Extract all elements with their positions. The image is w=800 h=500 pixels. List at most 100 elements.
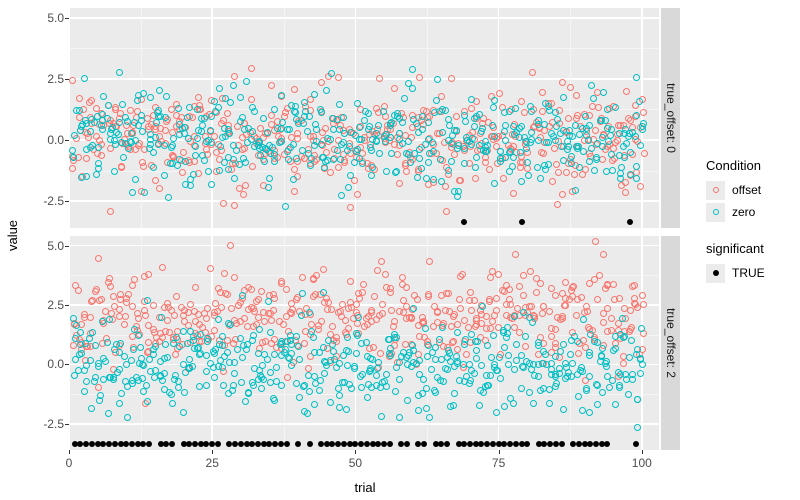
data-point <box>392 388 399 396</box>
data-point <box>201 309 209 317</box>
data-point <box>619 315 627 323</box>
data-point <box>300 154 308 162</box>
data-point <box>633 175 641 183</box>
data-point <box>586 349 594 357</box>
data-point <box>342 316 350 324</box>
data-point <box>230 201 238 209</box>
data-point <box>231 369 239 377</box>
data-point <box>627 170 635 178</box>
data-point <box>259 134 267 142</box>
data-point <box>510 154 518 162</box>
data-point <box>422 404 430 412</box>
data-point <box>606 384 613 392</box>
data-point <box>339 301 347 308</box>
y-tick-label: 2.5 <box>47 297 64 312</box>
data-point <box>461 160 469 168</box>
data-point <box>600 89 608 97</box>
legend-item-offset[interactable]: offset <box>706 179 798 201</box>
data-point <box>193 134 201 142</box>
data-point <box>637 324 645 332</box>
data-point <box>609 167 617 175</box>
data-point <box>230 274 238 282</box>
data-point <box>396 376 404 384</box>
significance-marker <box>547 441 554 448</box>
data-point <box>402 284 410 292</box>
significance-marker <box>157 441 164 448</box>
significance-marker <box>472 441 479 448</box>
data-point <box>347 171 355 179</box>
data-point <box>462 372 470 380</box>
data-point <box>200 114 208 122</box>
data-point <box>639 301 647 309</box>
data-point <box>230 73 238 80</box>
data-point <box>95 254 103 262</box>
data-point <box>581 376 589 384</box>
data-point <box>501 122 509 130</box>
data-point <box>83 378 91 386</box>
data-point <box>384 336 392 344</box>
data-point <box>322 87 330 95</box>
data-point <box>382 167 390 175</box>
data-point <box>152 342 160 350</box>
data-point <box>552 123 560 131</box>
data-point <box>75 106 83 114</box>
data-point <box>238 291 246 299</box>
data-point <box>266 368 274 376</box>
data-point <box>345 347 353 355</box>
x-tick-label: 50 <box>348 456 363 470</box>
data-point <box>439 378 447 386</box>
data-point <box>264 355 272 363</box>
data-point <box>198 127 206 135</box>
data-point <box>258 384 266 392</box>
legend-item-zero[interactable]: zero <box>706 201 798 223</box>
data-point <box>80 387 88 395</box>
data-point <box>173 334 181 342</box>
data-point <box>138 128 146 136</box>
data-point <box>460 316 468 324</box>
data-point <box>418 125 426 133</box>
data-point <box>347 203 355 211</box>
data-point <box>288 362 296 370</box>
data-point <box>419 389 427 397</box>
data-point <box>239 191 247 199</box>
data-point <box>425 158 432 166</box>
data-point <box>161 370 169 378</box>
data-point <box>294 134 302 142</box>
data-point <box>151 133 159 141</box>
data-point <box>575 392 583 400</box>
facet-strip-label-1: true_offset: 2 <box>663 308 678 378</box>
y-tick-mark <box>65 364 69 366</box>
data-point <box>516 283 523 291</box>
data-point <box>69 165 76 173</box>
data-point <box>593 380 601 388</box>
data-point <box>579 316 587 324</box>
data-point <box>396 135 404 143</box>
data-point <box>104 114 112 122</box>
data-point <box>487 372 495 380</box>
data-point <box>523 144 531 152</box>
data-point <box>561 301 569 309</box>
data-point <box>230 358 238 366</box>
data-point <box>492 306 500 314</box>
data-point <box>445 167 453 175</box>
legend-item-true[interactable]: TRUE <box>706 262 798 284</box>
data-point <box>579 337 587 344</box>
data-point <box>295 394 303 402</box>
data-point <box>186 301 194 309</box>
data-point <box>504 351 512 359</box>
significance-marker <box>106 441 113 448</box>
data-point <box>220 200 228 208</box>
significance-marker <box>592 441 599 448</box>
data-point <box>169 339 177 347</box>
data-point <box>559 190 566 198</box>
data-point <box>236 335 244 343</box>
data-point <box>290 176 298 184</box>
data-point <box>98 140 106 148</box>
data-point <box>524 171 532 179</box>
data-point <box>425 413 433 421</box>
data-point <box>626 325 634 333</box>
data-point <box>441 306 449 314</box>
data-point <box>143 296 151 304</box>
data-point <box>504 329 512 337</box>
